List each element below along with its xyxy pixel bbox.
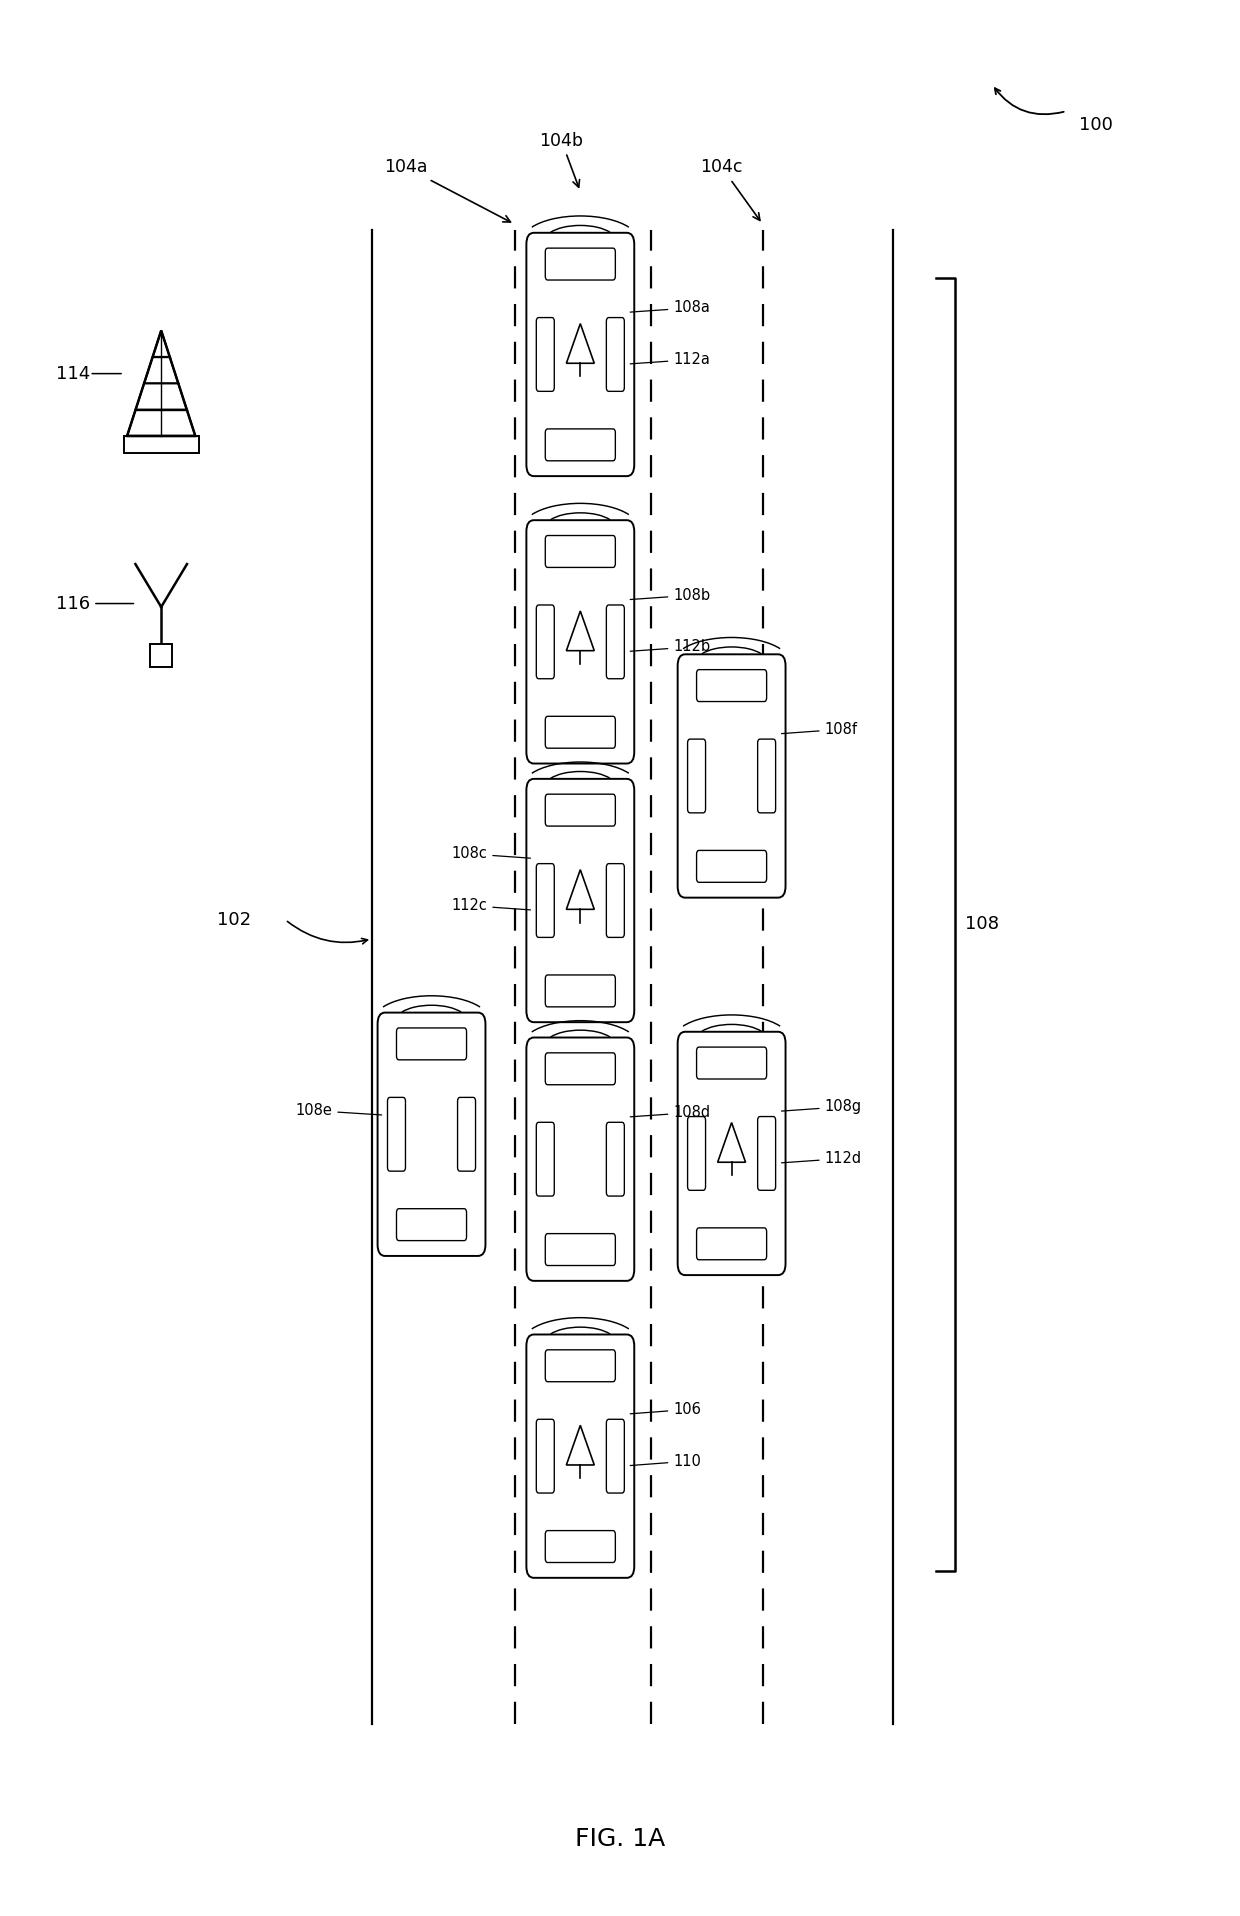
FancyBboxPatch shape: [527, 1038, 635, 1282]
FancyBboxPatch shape: [546, 795, 615, 826]
FancyBboxPatch shape: [546, 1349, 615, 1381]
FancyBboxPatch shape: [546, 717, 615, 747]
FancyBboxPatch shape: [697, 851, 766, 881]
FancyBboxPatch shape: [458, 1098, 475, 1171]
Text: 108c: 108c: [451, 847, 531, 862]
Text: 110: 110: [630, 1454, 701, 1470]
Text: 106: 106: [630, 1403, 701, 1418]
FancyBboxPatch shape: [537, 1420, 554, 1493]
FancyBboxPatch shape: [758, 740, 776, 812]
Text: 112b: 112b: [630, 640, 711, 655]
FancyBboxPatch shape: [606, 605, 625, 678]
Text: 100: 100: [1079, 115, 1112, 134]
Polygon shape: [718, 1123, 745, 1163]
Text: 108b: 108b: [630, 588, 711, 604]
Polygon shape: [135, 383, 187, 410]
FancyBboxPatch shape: [546, 975, 615, 1008]
FancyBboxPatch shape: [697, 1046, 766, 1079]
FancyBboxPatch shape: [387, 1098, 405, 1171]
FancyBboxPatch shape: [606, 864, 625, 937]
Text: 108e: 108e: [295, 1104, 382, 1119]
FancyBboxPatch shape: [758, 1117, 776, 1190]
Text: 114: 114: [56, 364, 91, 383]
Bar: [124, 435, 198, 452]
Polygon shape: [128, 410, 196, 437]
Text: 104c: 104c: [701, 159, 760, 220]
FancyBboxPatch shape: [606, 1123, 625, 1196]
FancyBboxPatch shape: [537, 864, 554, 937]
FancyBboxPatch shape: [527, 1335, 635, 1579]
FancyBboxPatch shape: [697, 671, 766, 701]
Text: 104a: 104a: [384, 159, 511, 222]
Text: 104b: 104b: [539, 132, 583, 188]
FancyBboxPatch shape: [606, 1420, 625, 1493]
FancyBboxPatch shape: [677, 655, 786, 899]
Text: 112d: 112d: [781, 1152, 862, 1167]
FancyBboxPatch shape: [687, 740, 706, 812]
Polygon shape: [567, 611, 594, 651]
Polygon shape: [567, 324, 594, 364]
Polygon shape: [567, 1426, 594, 1466]
FancyBboxPatch shape: [687, 1117, 706, 1190]
FancyBboxPatch shape: [606, 318, 625, 391]
Text: 112a: 112a: [630, 353, 711, 368]
Text: 116: 116: [56, 594, 91, 613]
Text: 108d: 108d: [630, 1106, 711, 1121]
FancyBboxPatch shape: [527, 521, 635, 763]
FancyBboxPatch shape: [537, 318, 554, 391]
Polygon shape: [144, 356, 179, 383]
FancyBboxPatch shape: [527, 234, 635, 477]
Text: 112c: 112c: [451, 899, 531, 914]
Text: 102: 102: [217, 910, 252, 929]
FancyBboxPatch shape: [546, 1234, 615, 1265]
FancyBboxPatch shape: [546, 536, 615, 567]
FancyBboxPatch shape: [546, 1054, 615, 1084]
Text: FIG. 1A: FIG. 1A: [575, 1828, 665, 1851]
FancyBboxPatch shape: [546, 249, 615, 280]
FancyBboxPatch shape: [527, 780, 635, 1023]
Bar: [150, 644, 172, 667]
FancyBboxPatch shape: [677, 1031, 786, 1276]
Text: 108f: 108f: [781, 722, 858, 738]
Polygon shape: [567, 870, 594, 910]
Text: 108: 108: [965, 916, 998, 933]
FancyBboxPatch shape: [397, 1029, 466, 1060]
FancyBboxPatch shape: [537, 605, 554, 678]
Text: 108g: 108g: [781, 1100, 862, 1115]
FancyBboxPatch shape: [546, 429, 615, 462]
FancyBboxPatch shape: [537, 1123, 554, 1196]
Text: 108a: 108a: [630, 301, 711, 316]
FancyBboxPatch shape: [397, 1209, 466, 1242]
Polygon shape: [153, 330, 170, 356]
FancyBboxPatch shape: [546, 1531, 615, 1563]
FancyBboxPatch shape: [377, 1012, 485, 1257]
FancyBboxPatch shape: [697, 1228, 766, 1261]
